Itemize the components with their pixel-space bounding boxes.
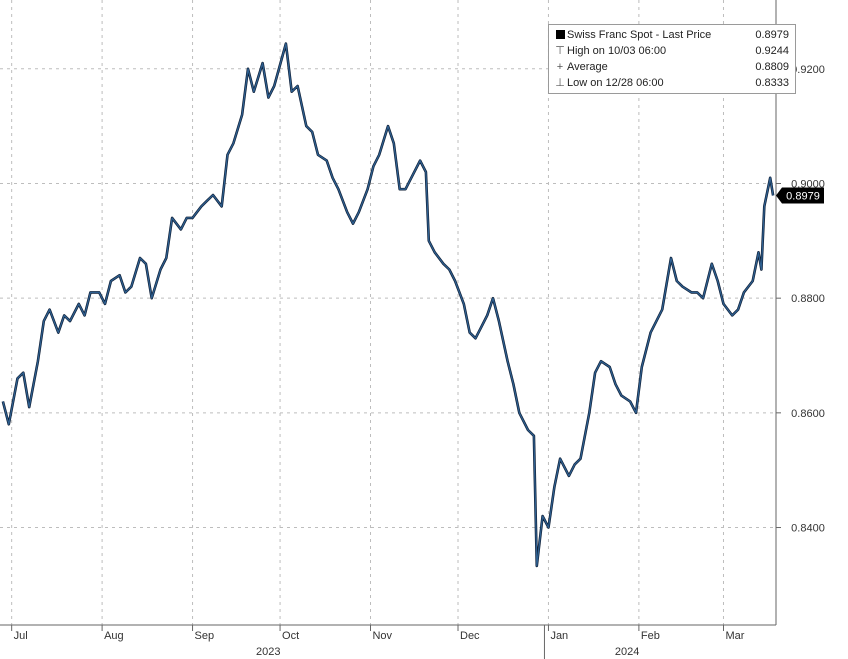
legend-row-low: ⊥ Low on 12/28 06:00 0.8333: [549, 76, 795, 91]
series-line: [2, 42, 774, 567]
y-tick-label: 0.9200: [791, 64, 825, 76]
legend-low-value: 0.8333: [755, 77, 789, 89]
legend-series-label: Swiss Franc Spot - Last Price: [567, 29, 712, 41]
y-axis-tick-labels: 0.8400 0.8600 0.8800 0.9000 0.9200: [791, 64, 825, 535]
low-marker-icon: ⊥: [555, 77, 565, 89]
legend-row-average: + Average 0.8809: [549, 60, 795, 75]
last-price-tag-label: 0.8979: [786, 191, 820, 203]
x-tick-label: Aug: [104, 630, 124, 642]
legend-average-label: Average: [567, 61, 608, 73]
series-swatch-icon: [555, 28, 565, 43]
year-label: 2023: [256, 646, 280, 658]
x-tick-label: Nov: [372, 630, 392, 642]
legend-row-high: ⊤ High on 10/03 06:00 0.9244: [549, 44, 795, 59]
high-marker-icon: ⊤: [555, 45, 565, 57]
x-tick-label: Jul: [14, 630, 28, 642]
legend-high-value: 0.9244: [755, 45, 789, 57]
legend-row-series: Swiss Franc Spot - Last Price 0.8979: [549, 28, 795, 43]
legend-series-value: 0.8979: [755, 29, 789, 41]
x-tick-label: Dec: [460, 630, 480, 642]
legend-low-label: Low on 12/28 06:00: [567, 77, 664, 89]
x-tick-label: Feb: [641, 630, 660, 642]
last-price-tag: 0.8979: [776, 187, 824, 204]
x-axis-tick-labels: Jul Aug Sep Oct Nov Dec Jan Feb Mar 2023 2024: [14, 630, 745, 658]
plot-area: [1, 42, 775, 568]
x-tick-label: Oct: [282, 630, 299, 642]
y-tick-label: 0.8600: [791, 408, 825, 420]
x-tick-label: Jan: [550, 630, 568, 642]
last-price-tag-box: [776, 187, 824, 204]
x-tick-label: Mar: [725, 630, 744, 642]
year-label: 2024: [615, 646, 639, 658]
series-line-shadow: [1, 42, 775, 568]
average-marker-icon: +: [556, 61, 564, 73]
legend-average-value: 0.8809: [755, 61, 789, 73]
axes: [0, 0, 781, 659]
x-tick-label: Sep: [195, 630, 215, 642]
y-tick-label: 0.9000: [791, 178, 825, 190]
legend-high-label: High on 10/03 06:00: [567, 45, 667, 57]
y-tick-label: 0.8400: [791, 523, 825, 535]
legend: Swiss Franc Spot - Last Price 0.8979 ⊤ H…: [548, 24, 796, 94]
y-tick-label: 0.8800: [791, 293, 825, 305]
